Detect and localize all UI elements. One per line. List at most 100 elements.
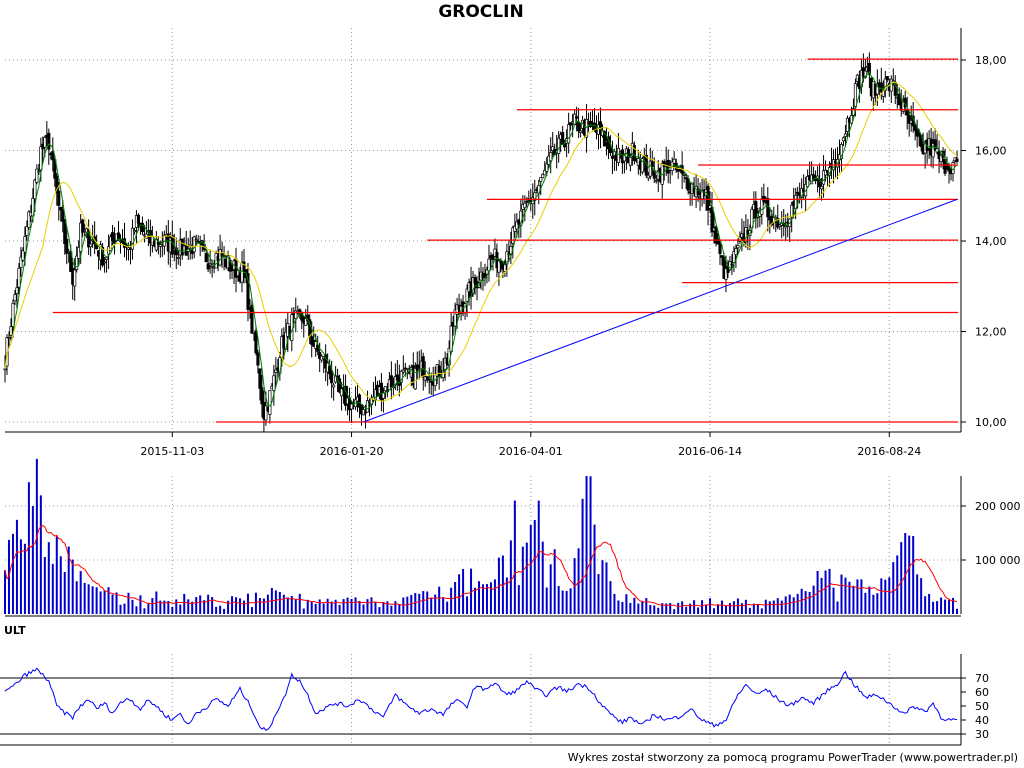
- volume-bar: [43, 557, 46, 614]
- volume-bar: [525, 542, 528, 614]
- candle: [256, 349, 260, 374]
- candle-body: [714, 226, 718, 244]
- volume-bar: [820, 577, 823, 614]
- candle-body: [800, 188, 804, 198]
- volume-bar: [673, 609, 676, 614]
- candle: [427, 367, 431, 394]
- candle: [21, 247, 25, 263]
- volume-bar: [597, 574, 600, 614]
- volume-bar: [912, 535, 915, 614]
- ult-indicator-label: ULT: [4, 624, 26, 637]
- candle: [610, 140, 614, 174]
- candle-body: [465, 288, 469, 302]
- candle-body: [61, 209, 65, 222]
- candle-body: [318, 352, 322, 360]
- volume-bar: [370, 597, 373, 614]
- candle: [682, 171, 686, 183]
- candle-body: [672, 158, 676, 164]
- volume-bar: [796, 593, 799, 614]
- candle-body: [551, 146, 555, 151]
- candle: [541, 173, 545, 179]
- candle: [491, 253, 495, 271]
- volume-bar: [848, 581, 851, 614]
- volume-bar: [828, 568, 831, 614]
- volume-bar: [298, 593, 301, 614]
- candle: [955, 150, 959, 164]
- trend-line: [363, 198, 958, 423]
- candle-body: [724, 268, 728, 280]
- volume-bar: [51, 563, 54, 614]
- volume-bar: [223, 608, 226, 614]
- candle: [543, 161, 547, 176]
- volume-bar: [207, 594, 210, 614]
- candle: [465, 284, 469, 317]
- volume-bar: [808, 591, 811, 614]
- candle: [116, 220, 121, 241]
- candle-body: [21, 250, 25, 261]
- candle-body: [816, 175, 820, 180]
- volume-bar: [286, 597, 289, 614]
- candle: [843, 124, 848, 147]
- volume-bar: [254, 592, 257, 614]
- candle: [250, 298, 254, 334]
- volume-bar: [724, 606, 727, 614]
- volume-bar: [621, 601, 624, 614]
- candle: [53, 155, 57, 187]
- candle: [606, 131, 611, 160]
- candle: [519, 198, 523, 238]
- candle-body: [174, 247, 178, 256]
- candle-body: [103, 261, 107, 264]
- candle-body: [616, 148, 620, 163]
- candle: [579, 123, 583, 138]
- volume-bar: [274, 590, 277, 614]
- candle-body: [883, 78, 887, 91]
- volume-bar: [446, 601, 449, 614]
- candle: [718, 240, 722, 265]
- volume-bar: [227, 600, 230, 614]
- candle: [81, 218, 85, 238]
- candle-body: [784, 225, 788, 228]
- volume-bar: [394, 601, 397, 614]
- candle: [867, 52, 871, 88]
- candle: [640, 156, 644, 175]
- candle: [208, 249, 212, 274]
- candle-body: [706, 185, 710, 211]
- volume-bar: [195, 597, 198, 614]
- candle: [15, 279, 19, 309]
- candle-body: [577, 121, 581, 132]
- volume-bar: [95, 587, 98, 614]
- candle-body: [340, 388, 344, 397]
- volume-bar: [39, 495, 42, 614]
- volume-bar: [127, 592, 130, 614]
- candle-body: [684, 177, 688, 180]
- candle: [130, 219, 135, 260]
- volume-bar: [840, 574, 843, 614]
- volume-bar: [159, 600, 162, 614]
- volume-bar: [736, 598, 739, 614]
- volume-bar: [872, 594, 875, 614]
- candle-body: [59, 206, 63, 211]
- volume-bar: [517, 585, 520, 614]
- volume-bar: [537, 500, 540, 614]
- volume-bar: [856, 579, 859, 614]
- candle-body: [401, 369, 405, 373]
- volume-bar: [728, 603, 731, 614]
- candle-body: [843, 133, 848, 137]
- volume-y-tick-label: 200 000: [975, 500, 1021, 513]
- candle-body: [206, 263, 210, 270]
- candle-body: [3, 368, 7, 371]
- candle: [110, 224, 115, 246]
- candle: [561, 125, 565, 145]
- candle: [841, 136, 846, 147]
- candle-body: [796, 191, 800, 195]
- candle: [495, 243, 499, 278]
- volume-bar: [589, 476, 592, 614]
- candle: [907, 111, 911, 137]
- volume-bar: [147, 602, 150, 614]
- candle: [274, 357, 278, 388]
- volume-bar: [211, 597, 214, 614]
- candle: [748, 224, 752, 251]
- volume-bar: [219, 605, 222, 614]
- volume-bar: [748, 607, 751, 614]
- candle-body: [294, 310, 298, 319]
